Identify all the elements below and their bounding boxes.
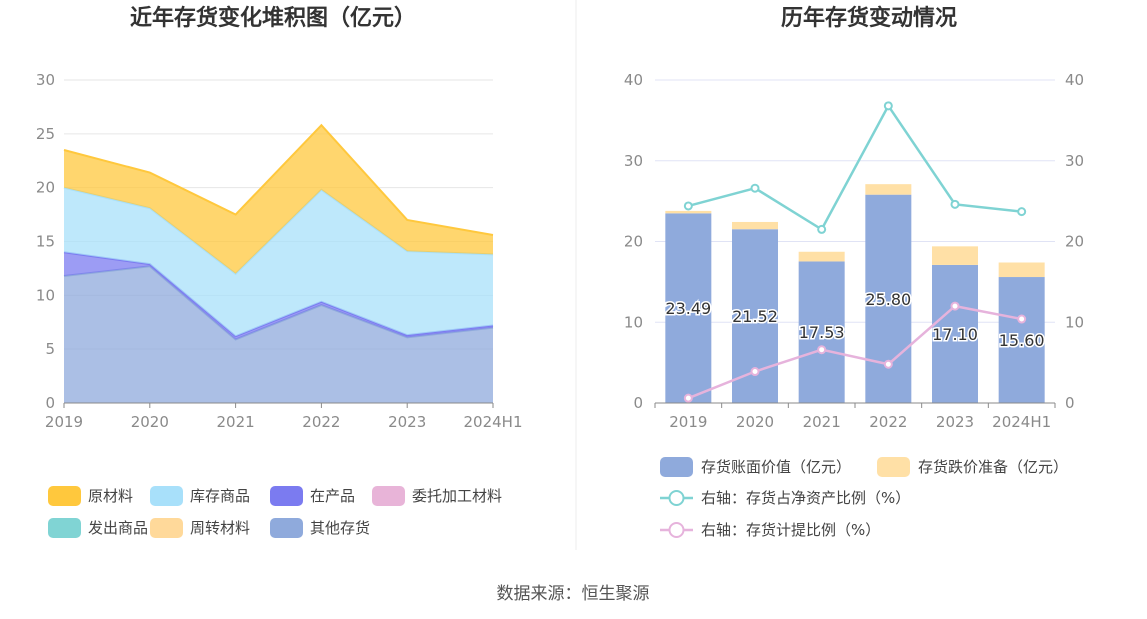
bar-1: [998, 262, 1045, 278]
left-x-tick: 2022: [302, 413, 340, 431]
right-right-y-tick: 20: [1065, 233, 1084, 251]
right-right-y-tick: 30: [1065, 152, 1084, 170]
series-point-0: [1017, 207, 1027, 217]
right-x-tick: 2021: [803, 413, 841, 431]
legend-label: 存货账面价值（亿元）: [701, 458, 851, 476]
legend-label: 右轴：存货计提比例（%）: [701, 521, 880, 539]
legend-label: 发出商品: [88, 519, 148, 537]
area-line-6: [63, 123, 494, 237]
stacked-area-chart: 近年存货变化堆积图（亿元） 0 5 10 15 20 25 30 2019 2020 2021 2…: [36, 5, 523, 538]
bar-1: [865, 184, 912, 195]
legend-swatch: [372, 486, 405, 506]
left-x-tick: 2019: [45, 413, 83, 431]
series-point-1: [950, 301, 960, 311]
right-x-tick: 2019: [669, 413, 707, 431]
legend-swatch: [270, 486, 303, 506]
series-point-1: [817, 345, 827, 355]
series-line-0: [688, 103, 1022, 232]
right-right-y-tick: 40: [1065, 71, 1084, 89]
data-source: 数据来源：恒生聚源: [497, 584, 650, 604]
left-x-tick: 2024H1: [464, 413, 523, 431]
legend-swatch: [877, 457, 910, 477]
left-y-tick: 10: [36, 286, 55, 304]
bar-1: [665, 210, 712, 214]
right-x-tick: 2024H1: [992, 413, 1051, 431]
right-x-tick: 2023: [936, 413, 974, 431]
left-x-tick: 2020: [131, 413, 169, 431]
legend-label: 原材料: [88, 487, 133, 505]
right-x-tick: 2020: [736, 413, 774, 431]
series-point-1: [750, 367, 760, 377]
legend-label: 其他存货: [310, 519, 370, 537]
left-x-tick: 2023: [388, 413, 426, 431]
left-x-tick: 2021: [217, 413, 255, 431]
legend-line-marker: [668, 490, 685, 506]
legend-swatch: [48, 518, 81, 538]
bar-1: [932, 246, 978, 265]
bar-0: [798, 261, 845, 403]
bar-1: [798, 251, 845, 262]
legend-swatch: [270, 518, 303, 538]
series-point-0: [817, 224, 827, 234]
legend-swatch: [660, 457, 693, 477]
bar-0: [998, 277, 1045, 403]
legend-swatch: [48, 486, 81, 506]
bar-value-label: 17.10: [932, 325, 978, 344]
right-left-y-tick: 40: [624, 71, 643, 89]
series-point-0: [883, 101, 893, 111]
left-y-tick: 0: [45, 394, 55, 412]
legend-label: 右轴：存货占净资产比例（%）: [701, 489, 910, 507]
legend-label: 库存商品: [190, 487, 250, 505]
right-left-y-tick: 10: [624, 313, 643, 331]
series-point-0: [950, 199, 960, 209]
legend-swatch: [150, 486, 183, 506]
bar-0: [932, 264, 978, 403]
bar-value-label: 21.52: [732, 307, 778, 326]
legend-label: 委托加工材料: [412, 487, 502, 505]
legend-line-marker: [668, 522, 685, 538]
series-line-1: [687, 304, 1022, 400]
bar-value-label: 17.53: [799, 323, 845, 342]
series-point-0: [683, 201, 693, 211]
right-right-y-tick: 10: [1065, 313, 1084, 331]
series-point-1: [1017, 314, 1027, 324]
legend-swatch: [150, 518, 183, 538]
legend-label: 存货跌价准备（亿元）: [918, 458, 1068, 476]
left-y-tick: 30: [36, 71, 55, 89]
bar-value-label: 15.60: [999, 331, 1045, 350]
right-left-y-tick: 30: [624, 152, 643, 170]
right-chart-title: 历年存货变动情况: [781, 5, 957, 31]
area-0: [64, 266, 493, 403]
left-y-tick: 20: [36, 179, 55, 197]
right-left-y-tick: 20: [624, 233, 643, 251]
right-x-tick: 2022: [869, 413, 907, 431]
left-chart-title: 近年存货变化堆积图（亿元）: [130, 5, 416, 31]
series-point-0: [750, 183, 760, 193]
bar-value-label: 23.49: [665, 299, 711, 318]
area-6: [64, 125, 493, 274]
bar-0: [665, 213, 712, 403]
left-y-tick: 15: [36, 233, 55, 251]
legend-label: 在产品: [310, 487, 355, 505]
bar-1: [732, 221, 778, 230]
right-left-y-tick: 0: [633, 394, 643, 412]
series-point-1: [683, 393, 693, 403]
right-right-y-tick: 0: [1065, 394, 1075, 412]
left-y-tick: 5: [45, 340, 55, 358]
legend-label: 周转材料: [190, 519, 250, 537]
left-y-tick: 25: [36, 125, 55, 143]
bar-value-label: 25.80: [865, 290, 911, 309]
series-point-1: [883, 359, 893, 369]
